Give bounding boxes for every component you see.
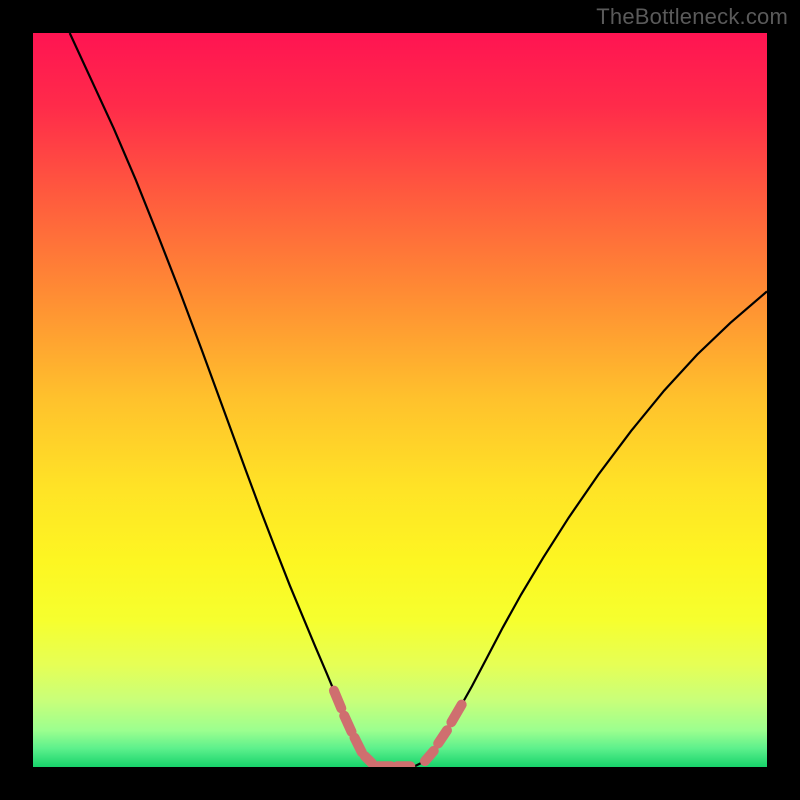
curve-layer — [33, 33, 767, 767]
plot-area — [33, 33, 767, 767]
chart-frame: TheBottleneck.com — [0, 0, 800, 800]
watermark-text: TheBottleneck.com — [596, 4, 788, 30]
